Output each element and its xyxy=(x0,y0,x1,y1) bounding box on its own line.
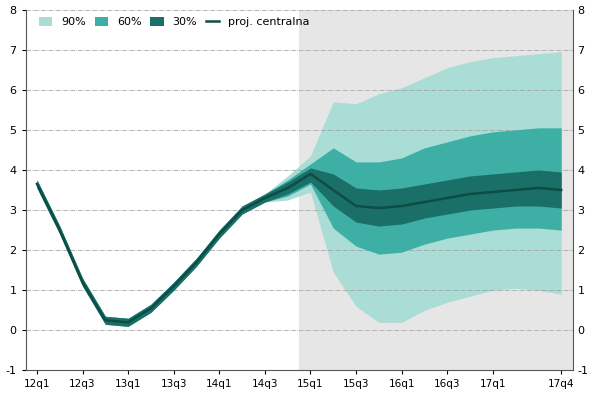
Legend: 90%, 60%, 30%, proj. centralna: 90%, 60%, 30%, proj. centralna xyxy=(34,13,314,32)
Bar xyxy=(299,9,573,371)
